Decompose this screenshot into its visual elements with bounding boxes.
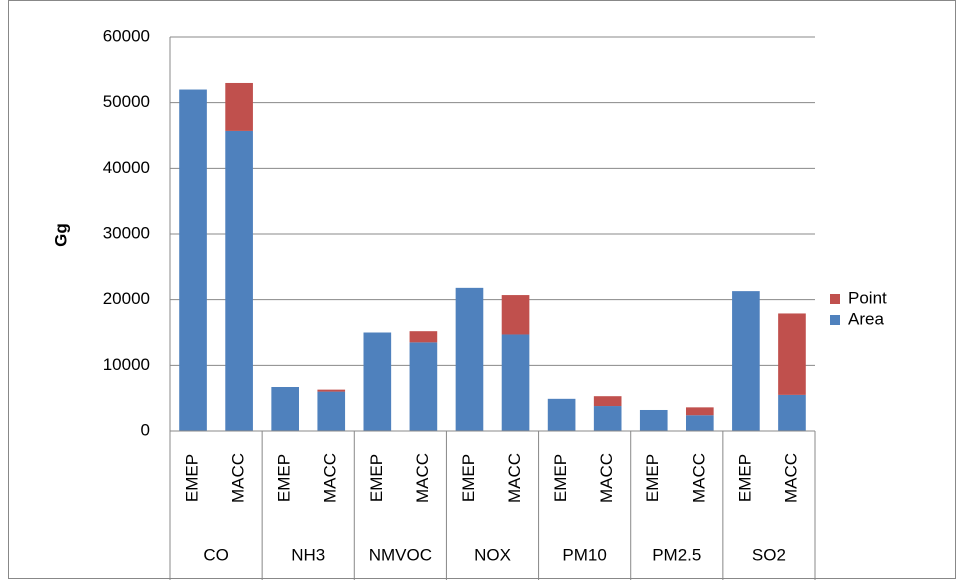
bar-segment (179, 89, 207, 432)
bar-segment (501, 334, 530, 431)
y-tick-label: 30000 (103, 223, 150, 242)
bar-segment (593, 406, 622, 431)
y-axis-label: Gg (51, 223, 70, 247)
bar-segment (271, 387, 299, 431)
bar-segment (409, 342, 438, 431)
bar-segment (732, 291, 760, 431)
x-tick-label: MACC (505, 453, 524, 503)
chart-border (8, 0, 956, 579)
x-tick-label: MACC (413, 453, 432, 503)
y-tick-label: 60000 (103, 26, 150, 45)
bar-segment (778, 313, 806, 395)
bar-segment (225, 82, 253, 131)
x-tick-label: EMEP (551, 454, 570, 502)
x-tick-label: MACC (597, 453, 616, 503)
legend-swatch (830, 294, 840, 304)
bar-segment (455, 287, 484, 431)
group-label: PM2.5 (652, 545, 701, 564)
bar-segment (501, 295, 530, 335)
legend-label: Point (848, 288, 887, 307)
x-tick-label: EMEP (183, 454, 202, 502)
bar-segment (686, 415, 714, 431)
x-tick-label: MACC (689, 453, 708, 503)
x-tick-label: EMEP (735, 454, 754, 502)
y-tick-label: 50000 (103, 92, 150, 111)
bar-segment (363, 332, 392, 431)
x-tick-label: EMEP (275, 454, 294, 502)
group-label: NH3 (291, 545, 325, 564)
x-tick-label: EMEP (367, 454, 386, 502)
y-tick-label: 10000 (103, 355, 150, 374)
group-label: SO2 (752, 545, 786, 564)
bar-segment (593, 396, 622, 407)
x-tick-label: MACC (781, 453, 800, 503)
bar-segment (547, 398, 576, 431)
y-tick-label: 0 (141, 420, 150, 439)
bar-segment (317, 389, 346, 392)
bar-segment (317, 391, 346, 431)
y-tick-label: 20000 (103, 289, 150, 308)
x-tick-label: MACC (229, 453, 248, 503)
group-label: PM10 (562, 545, 606, 564)
x-tick-label: EMEP (643, 454, 662, 502)
bar-segment (639, 409, 668, 431)
group-label: NOX (474, 545, 511, 564)
x-tick-label: EMEP (459, 454, 478, 502)
bar-segment (225, 130, 253, 432)
legend-swatch (830, 315, 840, 325)
bar-segment (409, 331, 438, 343)
y-tick-label: 40000 (103, 158, 150, 177)
legend-label: Area (848, 309, 884, 328)
bar-segment (778, 394, 806, 431)
group-label: CO (203, 545, 229, 564)
group-label: NMVOC (369, 545, 432, 564)
x-tick-label: MACC (321, 453, 340, 503)
bar-segment (686, 407, 714, 416)
